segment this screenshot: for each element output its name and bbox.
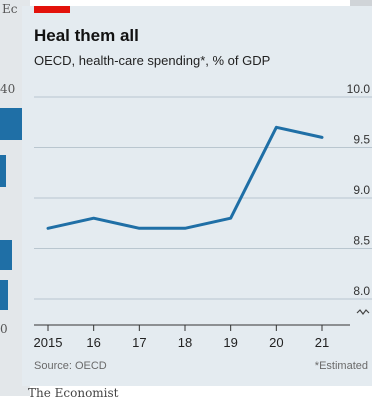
y-tick-label: 10.0 (347, 82, 371, 96)
x-tick-label: 21 (315, 335, 329, 350)
accent-tab (34, 6, 70, 13)
x-tick-label: 2015 (34, 335, 63, 350)
background-label: 0 (0, 322, 8, 336)
background-label: Ec (2, 2, 18, 16)
y-tick-label: 9.5 (353, 133, 370, 147)
x-tick-label: 17 (132, 335, 146, 350)
x-tick-label: 19 (223, 335, 237, 350)
chart-subtitle: OECD, health-care spending*, % of GDP (34, 53, 271, 68)
chart-source: Source: OECD (34, 360, 107, 372)
axis-break-icon (356, 309, 370, 315)
series-line (46, 125, 324, 230)
chart-title: Heal them all (34, 26, 139, 45)
y-tick-label: 8.0 (353, 284, 370, 298)
y-tick-label: 9.0 (353, 183, 370, 197)
x-tick-label: 18 (178, 335, 192, 350)
y-tick-label: 8.5 (353, 234, 370, 248)
background-bar (0, 280, 8, 310)
x-tick-label: 20 (269, 335, 283, 350)
background-bar (0, 108, 24, 140)
background-bar (0, 155, 6, 187)
chart-footnote: *Estimated (314, 360, 368, 372)
background-label: 40 (0, 82, 16, 96)
x-tick-label: 16 (86, 335, 100, 350)
background-bar (0, 240, 12, 270)
chart-card: Heal them all OECD, health-care spending… (22, 6, 372, 386)
